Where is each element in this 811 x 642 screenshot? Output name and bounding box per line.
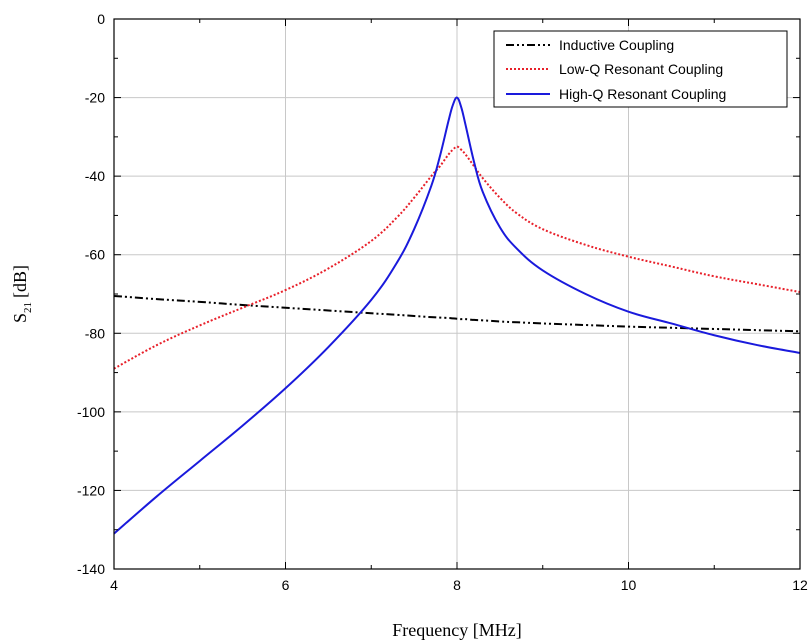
legend: Inductive Coupling Low-Q Resonant Coupli… <box>493 30 788 108</box>
y-tick-label: -60 <box>85 247 105 263</box>
y-tick-labels: 0 -20 -40 -60 -80 -100 -120 -140 <box>77 11 105 577</box>
y-axis-title: S21 [dB] <box>10 265 34 323</box>
y-axis-title-unit: [dB] <box>10 265 30 298</box>
series-layer <box>113 96 801 535</box>
x-tick-label: 8 <box>453 577 461 593</box>
y-axis-title-sub: 21 <box>22 302 34 313</box>
legend-label-highq: High-Q Resonant Coupling <box>559 86 726 102</box>
y-tick-label: 0 <box>97 11 105 27</box>
y-tick-label: -40 <box>85 168 105 184</box>
x-tick-label: 6 <box>282 577 290 593</box>
series-line-0 <box>113 294 801 333</box>
y-tick-label: -100 <box>77 404 105 420</box>
y-tick-label: -80 <box>85 325 105 341</box>
axis-ticks <box>113 18 801 570</box>
y-tick-label: -140 <box>77 561 105 577</box>
legend-label-inductive: Inductive Coupling <box>559 37 674 53</box>
x-axis-title: Frequency [MHz] <box>392 620 521 640</box>
y-axis-title-main: S <box>10 313 30 323</box>
x-tick-label: 4 <box>110 577 118 593</box>
x-tick-label: 10 <box>621 577 637 593</box>
y-tick-label: -120 <box>77 482 105 498</box>
series-line-2 <box>113 96 801 535</box>
x-tick-labels: 4 6 8 10 12 <box>110 577 808 593</box>
y-tick-label: -20 <box>85 90 105 106</box>
series-line-1 <box>113 145 801 370</box>
x-tick-label: 12 <box>792 577 808 593</box>
legend-label-lowq: Low-Q Resonant Coupling <box>559 61 723 77</box>
